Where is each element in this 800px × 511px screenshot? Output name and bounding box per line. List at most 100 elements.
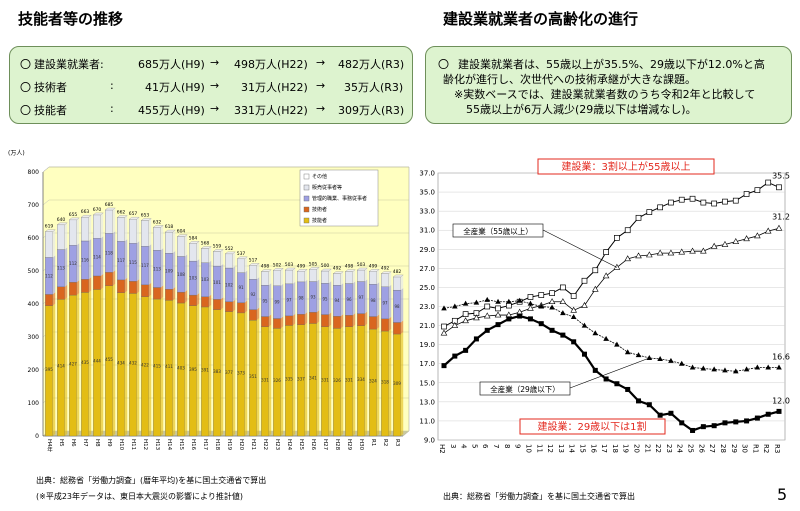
bar-top <box>236 256 248 259</box>
bar-segment-gijutsu-side <box>52 292 56 306</box>
x-tick-label: H29 <box>346 439 352 451</box>
bar-segment-ginou-side <box>220 307 224 436</box>
data-point <box>517 313 523 319</box>
bar-segment-kanri-side <box>100 236 104 276</box>
bar-segment-hanbai-side <box>160 225 164 251</box>
value-r3: 309万人(R3) <box>338 104 405 117</box>
bar-value-label: 318 <box>381 380 389 385</box>
data-point <box>689 364 696 370</box>
data-point <box>700 247 707 254</box>
x-tick-label: H6 <box>70 439 76 447</box>
data-point <box>744 418 750 424</box>
bar-segment-gijutsu-side <box>316 310 320 324</box>
bar-top <box>320 268 332 272</box>
data-point <box>689 247 696 254</box>
bar-value-label: 96 <box>346 297 352 302</box>
y-tick-label: 23.0 <box>419 303 435 311</box>
data-point <box>764 227 772 234</box>
bar-top <box>200 246 212 249</box>
bar-top <box>332 271 344 274</box>
y-tick-label: 9.0 <box>424 437 435 445</box>
data-point <box>592 267 599 274</box>
bar-segment-gijutsu <box>69 282 77 296</box>
bar-segment-hanbai <box>189 243 197 262</box>
bar-segment-gijutsu-side <box>304 312 308 325</box>
bar-segment-kanri-side <box>112 231 116 273</box>
bar-segment-hanbai-side <box>88 215 92 241</box>
bar-value-label: 444 <box>93 359 101 364</box>
data-point <box>711 200 718 207</box>
bar-value-label: 331 <box>321 377 329 382</box>
source-note-right: 出典：総務省「労働力調査」を基に国土交通省で算出 <box>443 492 635 501</box>
bar-segment-gijutsu <box>261 316 269 327</box>
bar-segment-kanri-side <box>160 248 164 288</box>
y-tick-label: 800 <box>28 169 40 176</box>
data-point <box>776 408 782 414</box>
data-point <box>527 300 534 306</box>
x-tick-label: H15 <box>178 439 184 451</box>
bar-top <box>212 249 224 252</box>
bar-total-label: 618 <box>165 224 174 230</box>
bar-segment-hanbai <box>261 271 269 286</box>
bar-segment-gijutsu <box>141 284 149 297</box>
bar-top <box>380 271 392 274</box>
arrow: → <box>316 79 326 92</box>
data-point <box>689 195 696 202</box>
data-point <box>527 316 533 322</box>
x-tick-label: H27 <box>322 439 328 451</box>
bar-segment-ginou-side <box>268 324 272 436</box>
data-point <box>700 199 707 206</box>
arrow: → <box>316 102 326 115</box>
x-tick-label: 4 <box>460 444 468 449</box>
bar-segment-gijutsu <box>153 287 161 300</box>
x-tick-label: H13 <box>154 439 160 451</box>
bar-segment-gijutsu-side <box>364 311 368 326</box>
data-point <box>441 363 447 369</box>
bar-segment-ginou-side <box>400 332 404 436</box>
callout-box-const55 <box>537 158 715 175</box>
bar-segment-hanbai <box>225 253 233 269</box>
bar-top <box>296 269 308 272</box>
y-tick-label: 500 <box>28 268 40 275</box>
bar-segment-kanri-side <box>256 277 260 310</box>
x-tick-label: R1 <box>370 439 376 446</box>
bar-value-label: 112 <box>45 273 53 278</box>
x-tick-label: H14 <box>166 439 172 451</box>
callout-const55: 建設業：3割以上が55歳以上 <box>561 160 690 173</box>
bar-value-label: 434 <box>117 360 125 365</box>
data-point <box>667 249 675 256</box>
y-tick-label: 100 <box>28 400 40 407</box>
data-point <box>560 310 566 316</box>
bar-value-label: 94 <box>334 298 340 303</box>
data-point <box>581 351 587 357</box>
bar-segment-hanbai-side <box>352 269 356 284</box>
bar-value-label: 422 <box>141 362 149 367</box>
data-point <box>635 214 642 221</box>
y-tick-label: 15.0 <box>419 379 435 387</box>
summary-row-workers: 〇 建設業就業者: 685万人(H9) → 498万人(H22) → 482万人… <box>20 56 404 173</box>
source-note-left: 出典：総務省「労働力調査」(暦年平均)を基に国土交通省で算出 <box>36 476 267 485</box>
data-point <box>549 327 555 333</box>
x-tick-label: 15 <box>578 444 586 453</box>
bar-segment-hanbai <box>309 269 317 282</box>
bar-segment-hanbai-side <box>196 241 200 262</box>
bar-segment-ginou-side <box>280 326 284 436</box>
bar-segment-ginou-side <box>352 324 356 436</box>
bar-top <box>248 263 260 266</box>
x-tick-label: 6 <box>481 444 489 449</box>
series-line-all29 <box>443 299 779 372</box>
data-point <box>603 376 609 382</box>
bar-value-label: 97 <box>358 295 364 300</box>
summary-line-1: 建設業就業者は、55歳以上が35.5%、29歳以下が12.0%と高 <box>458 58 765 71</box>
x-tick-label: 9 <box>514 444 522 448</box>
bar-segment-gijutsu-side <box>112 270 116 286</box>
bar-value-label: 373 <box>237 370 245 375</box>
x-tick-label: 16 <box>589 444 597 453</box>
bar-segment-hanbai <box>345 271 353 284</box>
y-tick-label: 300 <box>28 334 40 341</box>
data-point <box>473 336 479 342</box>
bar-segment-gijutsu <box>393 322 401 335</box>
bar-total-label: 640 <box>57 217 66 223</box>
bar-segment-hanbai <box>153 227 161 251</box>
bar-value-label: 98 <box>394 304 400 309</box>
